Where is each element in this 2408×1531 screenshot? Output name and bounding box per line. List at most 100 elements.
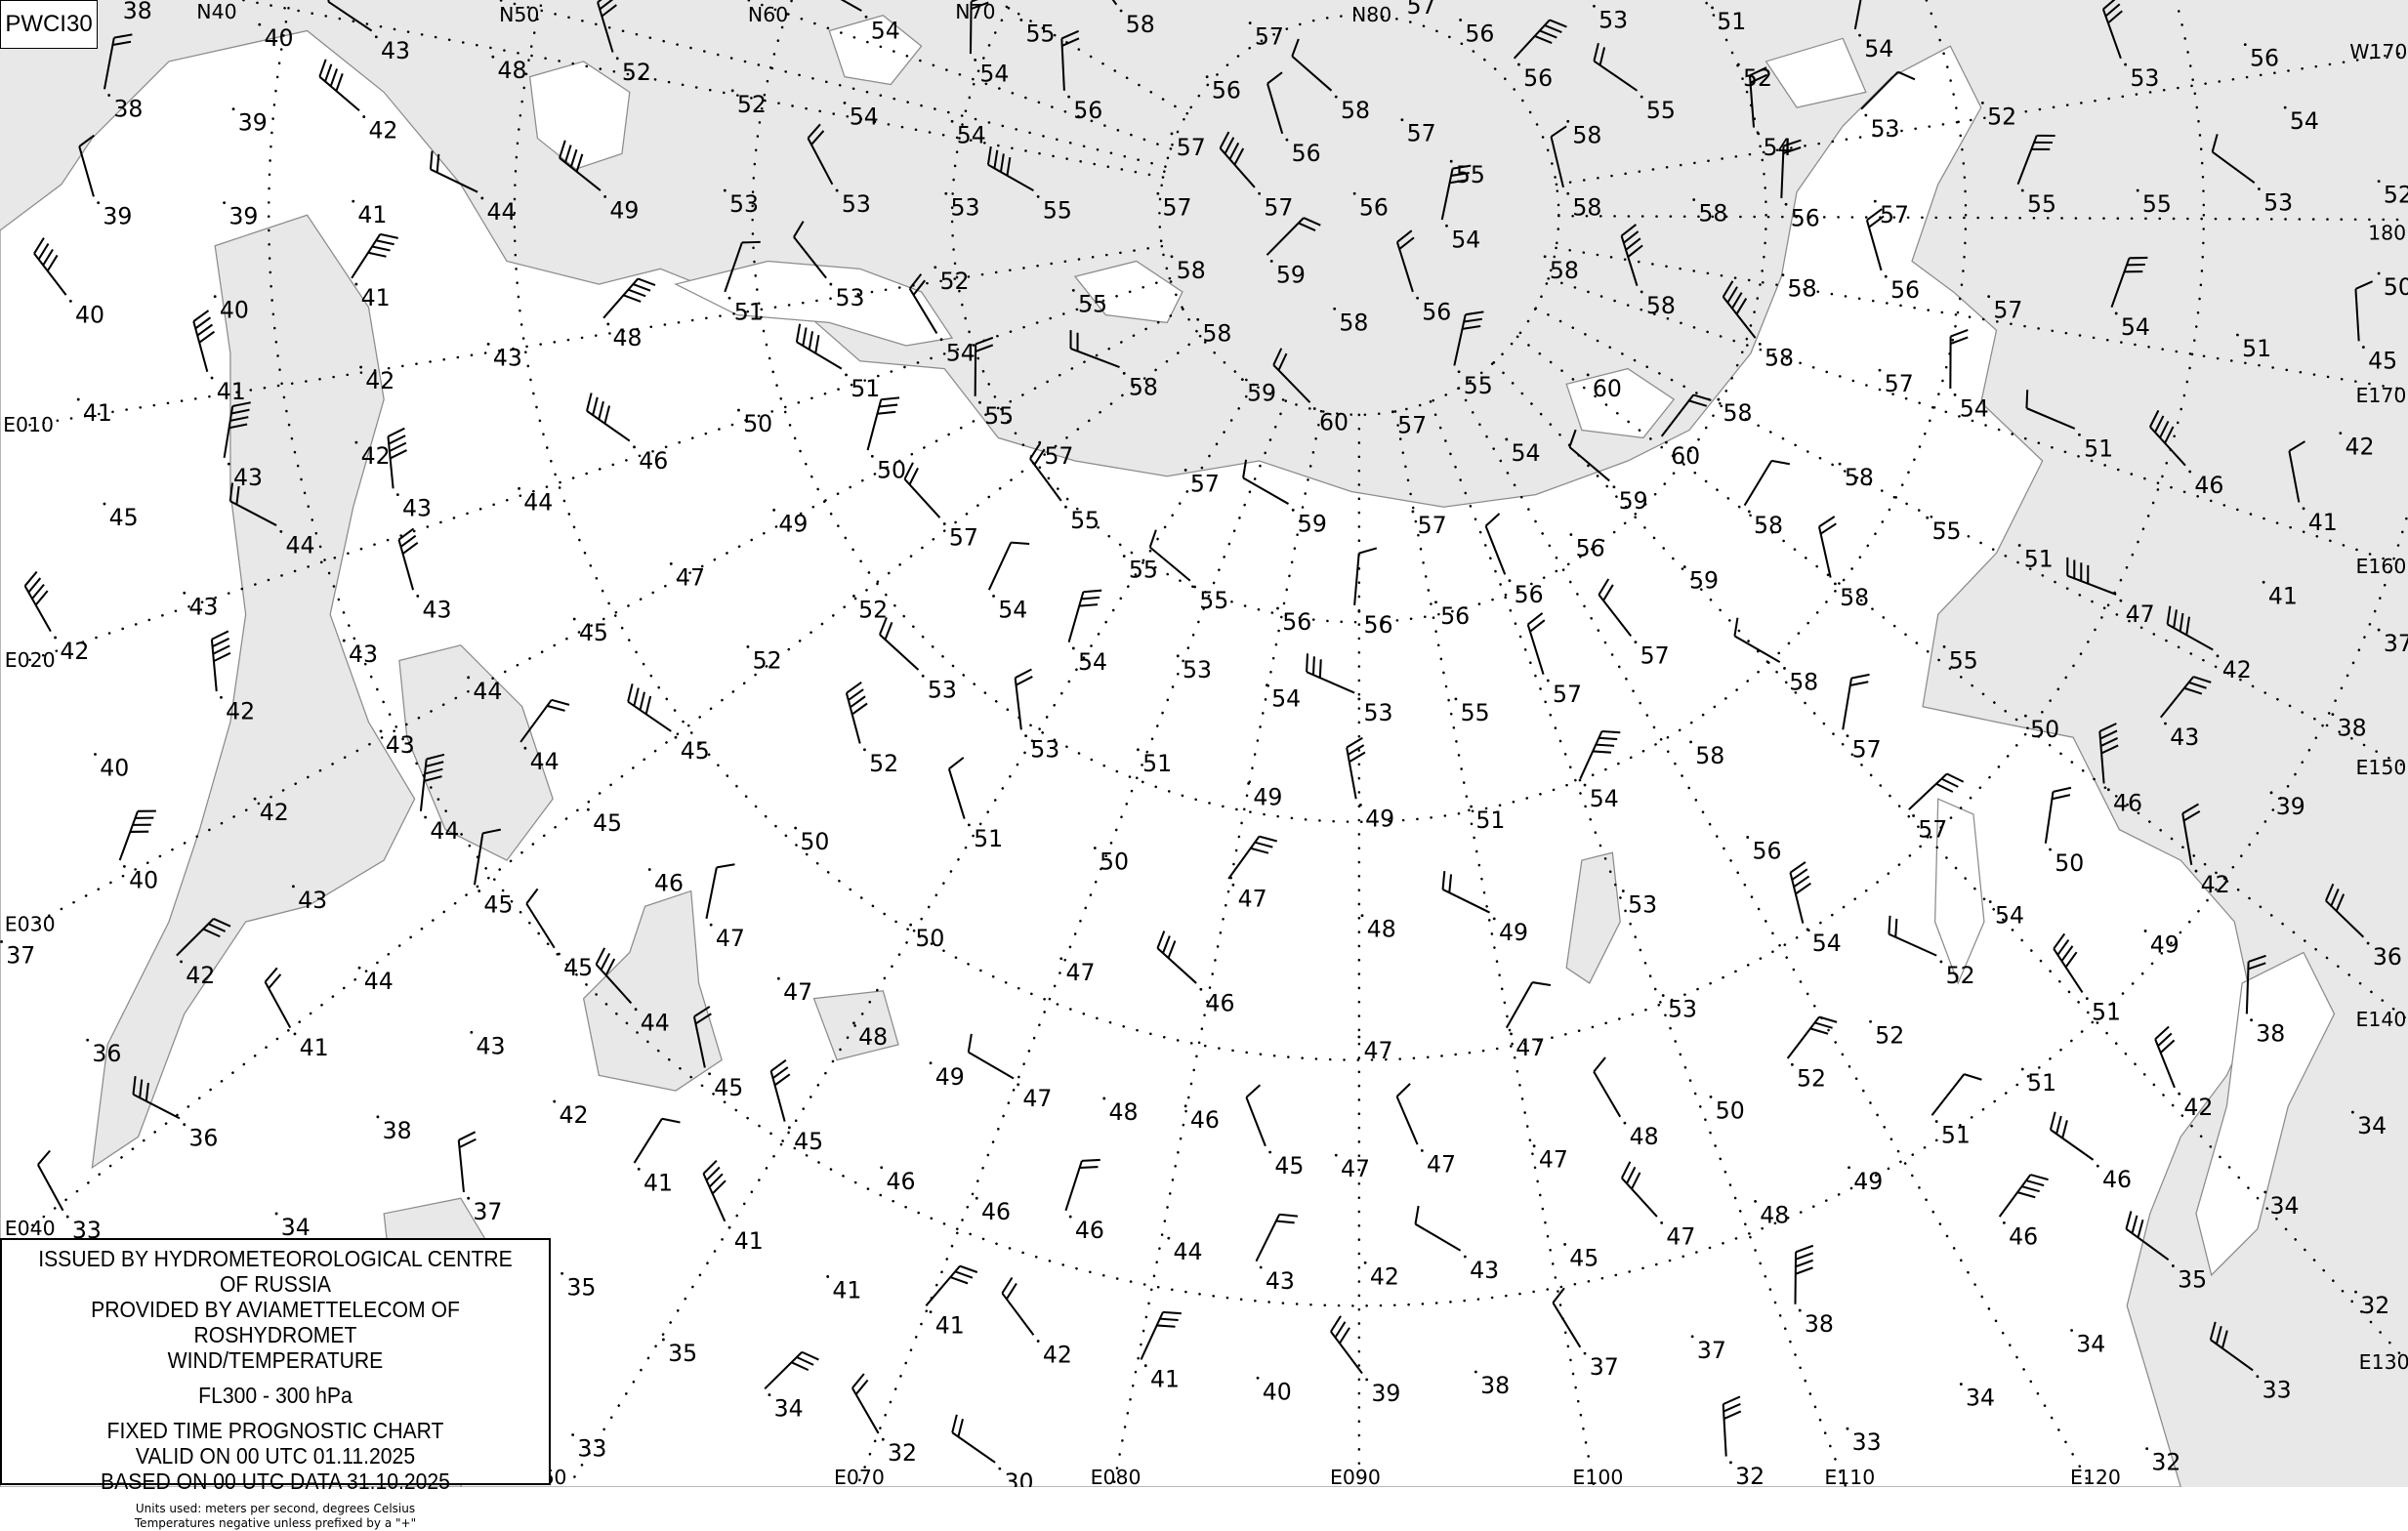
- grid-point: [2217, 654, 2220, 657]
- grid-point: [2049, 848, 2052, 851]
- grid-point: [375, 35, 378, 38]
- grid-point: [480, 197, 483, 200]
- issued-by: ISSUED BY HYDROMETEOROLOGICAL CENTRE OF …: [23, 1246, 526, 1297]
- grid-point: [104, 503, 106, 506]
- temperature-label: 57: [1553, 681, 1582, 708]
- grid-point: [123, 865, 126, 868]
- grid-point: [69, 300, 72, 303]
- temperature-label: 49: [1499, 919, 1528, 946]
- grid-point: [2021, 189, 2024, 192]
- temperature-label: 32: [2151, 1449, 2180, 1476]
- valid-time: VALID ON 00 UTC 01.11.2025: [23, 1443, 526, 1469]
- grid-point: [220, 696, 223, 699]
- grid-point: [1458, 370, 1461, 373]
- temperature-label: 48: [498, 57, 527, 84]
- temperature-label: 56: [1515, 581, 1544, 608]
- longitude-label: E030: [5, 912, 56, 935]
- grid-point: [1019, 19, 1022, 21]
- grid-point: [1640, 96, 1643, 99]
- temperature-label: 52: [753, 646, 782, 674]
- temperature-label: 38: [113, 96, 143, 123]
- grid-point: [1711, 6, 1714, 9]
- units-note: Units used: meters per second, degrees C…: [2, 1502, 549, 1516]
- temperature-label: 55: [2027, 190, 2056, 218]
- grid-point: [1445, 225, 1448, 228]
- grid-point: [1717, 398, 1720, 401]
- grid-point: [1411, 511, 1414, 514]
- grid-point: [2021, 1068, 2024, 1071]
- grid-point: [951, 120, 954, 123]
- grid-point: [1864, 114, 1867, 117]
- grid-point: [66, 1216, 69, 1219]
- temperature-label: 53: [951, 193, 980, 221]
- temperature-label: 59: [1247, 380, 1276, 407]
- temperature-label: 60: [1671, 442, 1700, 470]
- temperature-label: 51: [1941, 1122, 1971, 1149]
- grid-point: [1662, 994, 1665, 997]
- grid-point: [1612, 485, 1615, 488]
- temperature-label: 46: [2113, 790, 2142, 817]
- grid-point: [943, 522, 946, 525]
- grid-point: [1464, 1256, 1467, 1259]
- grid-point: [1791, 1063, 1794, 1066]
- grid-point: [1286, 139, 1289, 142]
- grid-point: [1847, 734, 1849, 737]
- temperature-label: 53: [2130, 64, 2159, 92]
- grid-point: [1799, 1309, 1802, 1312]
- temperature-label: 55: [1646, 97, 1676, 124]
- grid-point: [2097, 1165, 2099, 1168]
- grid-point: [467, 676, 470, 679]
- grid-point: [635, 1008, 638, 1011]
- temperature-label: 50: [800, 828, 829, 855]
- temperature-label: 45: [681, 737, 710, 765]
- temperature-label: 47: [2126, 600, 2155, 628]
- temperature-label: 43: [233, 464, 263, 491]
- grid-point: [1692, 198, 1695, 201]
- grid-point: [1037, 1340, 1040, 1343]
- temperature-label: 59: [1276, 261, 1306, 288]
- temperature-label: 37: [1590, 1353, 1619, 1381]
- grid-point: [1935, 1120, 1938, 1123]
- temperature-label: 45: [2368, 348, 2397, 375]
- temperature-label: 50: [1716, 1097, 1745, 1124]
- temperature-label: 42: [2346, 434, 2375, 461]
- temperature-label: 42: [186, 962, 215, 989]
- temperature-label: 54: [998, 596, 1027, 623]
- temperature-label: 50: [743, 410, 772, 437]
- temperature-label: 52: [939, 268, 969, 295]
- longitude-label: E080: [1091, 1466, 1142, 1487]
- temperature-label: 50: [2030, 716, 2059, 743]
- temperature-label: 46: [981, 1198, 1011, 1225]
- sign-note: Temperatures negative unless prefixed by…: [2, 1516, 549, 1531]
- grid-point: [1123, 372, 1126, 375]
- temperature-label: 52: [869, 750, 898, 777]
- temperature-label: 59: [1689, 567, 1719, 595]
- temperature-label: 54: [957, 121, 986, 148]
- temperature-label: 46: [1206, 989, 1235, 1016]
- grid-point: [2070, 1329, 2073, 1332]
- grid-point: [0, 940, 3, 943]
- temperature-label: 53: [836, 284, 865, 311]
- latitude-label: N70: [955, 0, 995, 23]
- longitude-label: E160: [2356, 555, 2407, 578]
- temperature-label: 57: [1264, 193, 1293, 221]
- grid-point: [728, 1226, 731, 1229]
- grid-point: [731, 89, 734, 92]
- grid-point: [2018, 544, 2021, 547]
- grid-point: [294, 1032, 297, 1035]
- temperature-label: 56: [1212, 77, 1241, 104]
- temperature-label: 44: [530, 748, 560, 775]
- grid-point: [1391, 410, 1394, 413]
- grid-point: [523, 747, 526, 750]
- grid-point: [1848, 1166, 1850, 1169]
- grid-point: [275, 1213, 278, 1216]
- grid-point: [978, 401, 981, 404]
- grid-point: [1156, 192, 1159, 195]
- temperature-label: 58: [1754, 512, 1783, 539]
- grid-point: [77, 398, 80, 401]
- temperature-label: 44: [473, 678, 502, 705]
- temperature-label: 36: [188, 1125, 218, 1152]
- temperature-label: 33: [2263, 1377, 2292, 1404]
- grid-point: [934, 266, 936, 269]
- grid-point: [2172, 1264, 2175, 1267]
